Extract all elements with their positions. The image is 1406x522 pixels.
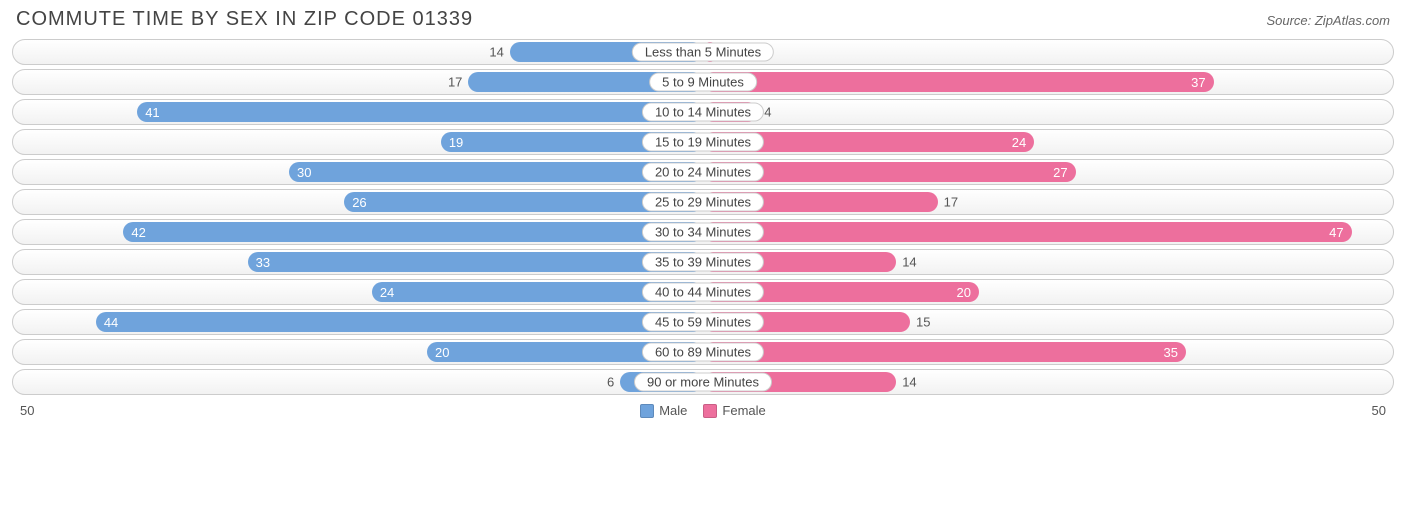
bar-value-male: 41 bbox=[145, 105, 159, 120]
chart-row: 6 14 90 or more Minutes bbox=[12, 369, 1394, 395]
bar-value-male: 14 bbox=[489, 45, 503, 60]
bar-male: 33 bbox=[248, 252, 703, 272]
legend-swatch-female bbox=[703, 404, 717, 418]
chart-row: 20 35 60 to 89 Minutes bbox=[12, 339, 1394, 365]
bar-value-female: 35 bbox=[1164, 345, 1178, 360]
bar-female: 47 bbox=[703, 222, 1352, 242]
chart-row: 17 37 5 to 9 Minutes bbox=[12, 69, 1394, 95]
bar-male: 42 bbox=[123, 222, 703, 242]
chart-row-track: 24 20 40 to 44 Minutes bbox=[12, 279, 1394, 305]
chart-row: 30 27 20 to 24 Minutes bbox=[12, 159, 1394, 185]
row-label: 15 to 19 Minutes bbox=[642, 133, 764, 152]
chart-row-track: 141Less than 5 Minutes bbox=[12, 39, 1394, 65]
row-label: 60 to 89 Minutes bbox=[642, 343, 764, 362]
legend: Male Female bbox=[640, 403, 766, 418]
row-label: 45 to 59 Minutes bbox=[642, 313, 764, 332]
row-label: 30 to 34 Minutes bbox=[642, 223, 764, 242]
chart-row: 19 24 15 to 19 Minutes bbox=[12, 129, 1394, 155]
bar-value-female: 37 bbox=[1191, 75, 1205, 90]
chart-source: Source: ZipAtlas.com bbox=[1266, 13, 1390, 28]
chart-row-track: 17 37 5 to 9 Minutes bbox=[12, 69, 1394, 95]
bar-value-female: 27 bbox=[1053, 165, 1067, 180]
legend-item-female: Female bbox=[703, 403, 765, 418]
chart-title: COMMUTE TIME BY SEX IN ZIP CODE 01339 bbox=[16, 8, 473, 31]
bar-value-male: 44 bbox=[104, 315, 118, 330]
row-label: 20 to 24 Minutes bbox=[642, 163, 764, 182]
legend-label-male: Male bbox=[659, 403, 687, 418]
chart-axis: 50 Male Female 50 bbox=[12, 399, 1394, 418]
legend-item-male: Male bbox=[640, 403, 687, 418]
legend-swatch-male bbox=[640, 404, 654, 418]
row-label: 40 to 44 Minutes bbox=[642, 283, 764, 302]
row-label: 90 or more Minutes bbox=[634, 373, 772, 392]
chart-header: COMMUTE TIME BY SEX IN ZIP CODE 01339 So… bbox=[12, 8, 1394, 39]
bar-value-female: 15 bbox=[916, 315, 930, 330]
bar-female: 35 bbox=[703, 342, 1186, 362]
chart-row: 44 15 45 to 59 Minutes bbox=[12, 309, 1394, 335]
bar-value-female: 14 bbox=[902, 255, 916, 270]
row-label: 5 to 9 Minutes bbox=[649, 73, 757, 92]
bar-value-male: 42 bbox=[131, 225, 145, 240]
chart-row-track: 20 35 60 to 89 Minutes bbox=[12, 339, 1394, 365]
row-label: 35 to 39 Minutes bbox=[642, 253, 764, 272]
bar-value-male: 20 bbox=[435, 345, 449, 360]
chart-row: 41 410 to 14 Minutes bbox=[12, 99, 1394, 125]
bar-male: 41 bbox=[137, 102, 703, 122]
axis-left-max: 50 bbox=[20, 403, 34, 418]
row-label: 10 to 14 Minutes bbox=[642, 103, 764, 122]
bar-value-male: 30 bbox=[297, 165, 311, 180]
chart-row: 42 47 30 to 34 Minutes bbox=[12, 219, 1394, 245]
chart-row-track: 41 410 to 14 Minutes bbox=[12, 99, 1394, 125]
bar-value-female: 20 bbox=[957, 285, 971, 300]
bar-value-female: 14 bbox=[902, 375, 916, 390]
bar-male: 30 bbox=[289, 162, 703, 182]
chart-row-track: 42 47 30 to 34 Minutes bbox=[12, 219, 1394, 245]
bar-value-male: 24 bbox=[380, 285, 394, 300]
row-label: Less than 5 Minutes bbox=[632, 43, 774, 62]
bar-value-male: 6 bbox=[607, 375, 614, 390]
bar-value-female: 47 bbox=[1329, 225, 1343, 240]
chart-row: 33 14 35 to 39 Minutes bbox=[12, 249, 1394, 275]
bar-value-male: 33 bbox=[256, 255, 270, 270]
bar-value-male: 19 bbox=[449, 135, 463, 150]
chart-row: 26 17 25 to 29 Minutes bbox=[12, 189, 1394, 215]
commute-chart: 141Less than 5 Minutes 17 37 5 to 9 Minutes… bbox=[12, 39, 1394, 395]
bar-value-male: 17 bbox=[448, 75, 462, 90]
chart-row-track: 44 15 45 to 59 Minutes bbox=[12, 309, 1394, 335]
row-label: 25 to 29 Minutes bbox=[642, 193, 764, 212]
chart-row-track: 6 14 90 or more Minutes bbox=[12, 369, 1394, 395]
chart-row-track: 33 14 35 to 39 Minutes bbox=[12, 249, 1394, 275]
bar-value-female: 4 bbox=[764, 105, 771, 120]
chart-row-track: 26 17 25 to 29 Minutes bbox=[12, 189, 1394, 215]
chart-row: 141Less than 5 Minutes bbox=[12, 39, 1394, 65]
bar-value-female: 24 bbox=[1012, 135, 1026, 150]
axis-right-max: 50 bbox=[1372, 403, 1386, 418]
chart-row: 24 20 40 to 44 Minutes bbox=[12, 279, 1394, 305]
chart-row-track: 30 27 20 to 24 Minutes bbox=[12, 159, 1394, 185]
bar-value-female: 17 bbox=[944, 195, 958, 210]
legend-label-female: Female bbox=[722, 403, 765, 418]
chart-row-track: 19 24 15 to 19 Minutes bbox=[12, 129, 1394, 155]
bar-female: 37 bbox=[703, 72, 1214, 92]
bar-male: 44 bbox=[96, 312, 703, 332]
bar-value-male: 26 bbox=[352, 195, 366, 210]
